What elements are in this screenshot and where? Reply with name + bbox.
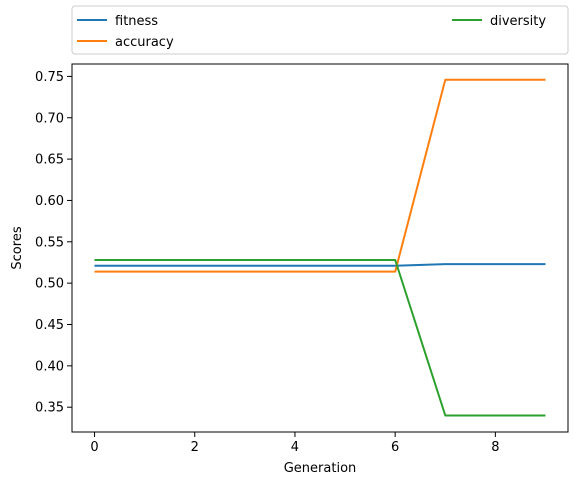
y-tick-label: 0.70 (35, 111, 64, 126)
y-tick-label: 0.50 (35, 277, 64, 292)
y-tick-label: 0.60 (35, 194, 64, 209)
y-tick-label: 0.45 (35, 318, 64, 333)
legend-label-fitness: fitness (115, 14, 158, 29)
y-axis-label: Scores (10, 226, 25, 269)
x-tick-label: 4 (291, 440, 299, 455)
legend-label-diversity: diversity (490, 14, 546, 29)
x-tick-label: 2 (191, 440, 199, 455)
legend-label-accuracy: accuracy (115, 35, 174, 50)
x-axis-label: Generation (284, 461, 357, 476)
x-tick-label: 0 (90, 440, 98, 455)
x-tick-label: 8 (491, 440, 499, 455)
y-tick-label: 0.75 (35, 70, 64, 85)
x-tick-label: 6 (391, 440, 399, 455)
y-tick-label: 0.55 (35, 235, 64, 250)
legend: fitness accuracy diversity (72, 6, 568, 54)
y-tick-label: 0.65 (35, 153, 64, 168)
y-tick-label: 0.40 (35, 359, 64, 374)
y-tick-label: 0.35 (35, 401, 64, 416)
